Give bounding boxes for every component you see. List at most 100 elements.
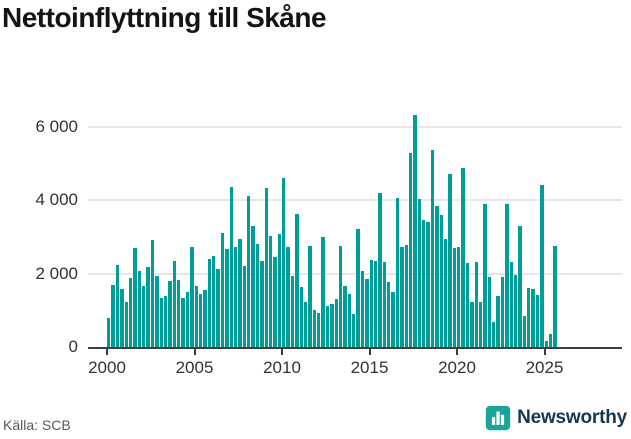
bar-2016Q3 (395, 198, 400, 347)
bar-2008Q2 (251, 226, 255, 347)
bar-2017Q3 (413, 115, 417, 347)
bar-2015Q1 (369, 260, 373, 347)
bar-2013Q1 (334, 299, 338, 347)
newsworthy-logo: Newsworthy (485, 405, 627, 431)
bar-2011Q2 (303, 302, 308, 347)
bar-2002Q4 (155, 276, 159, 347)
bar-2007Q2 (233, 247, 238, 347)
bar-2001Q2 (128, 278, 133, 347)
bar-2011Q1 (299, 287, 303, 347)
bar-2002Q1 (142, 286, 146, 347)
bar-2023Q2 (513, 275, 518, 347)
x-tick-2025 (543, 349, 546, 355)
bar-2020Q4 (470, 302, 474, 347)
bar-2012Q1 (317, 313, 321, 347)
bar-2014Q4 (365, 279, 369, 347)
bar-2011Q3 (308, 246, 312, 347)
bar-2021Q1 (474, 262, 478, 347)
bar-2019Q3 (448, 174, 452, 347)
x-tick-2015 (368, 349, 371, 355)
bar-2008Q1 (247, 196, 251, 347)
bar-2019Q4 (452, 248, 457, 347)
x-tick-2005 (193, 349, 196, 355)
bar-2003Q4 (172, 261, 177, 347)
bar-2005Q2 (198, 294, 203, 347)
bar-2003Q3 (168, 281, 172, 347)
y-axis-label: 0 (68, 337, 78, 356)
bar-2010Q2 (286, 247, 290, 347)
x-tick-2000 (106, 349, 108, 355)
bar-2016Q2 (391, 292, 395, 347)
bar-2024Q4 (540, 185, 544, 347)
x-axis-label: 2020 (438, 358, 476, 377)
bar-2004Q4 (190, 247, 194, 347)
x-axis-label: 2000 (88, 358, 126, 377)
newsworthy-logo-icon (485, 405, 511, 431)
bar-2016Q4 (400, 247, 404, 347)
bar-2022Q2 (496, 296, 500, 347)
bar-2025Q1 (544, 341, 548, 347)
bar-2003Q2 (163, 296, 168, 347)
bar-2007Q1 (229, 187, 233, 347)
bar-2019Q1 (439, 215, 443, 347)
bar-2009Q3 (273, 257, 277, 347)
x-axis-label: 2015 (350, 358, 389, 377)
bar-2004Q2 (181, 298, 185, 347)
bar-2020Q2 (461, 168, 465, 347)
x-axis-label: 2005 (175, 358, 214, 377)
bar-2008Q3 (255, 244, 260, 347)
bar-2000Q2 (111, 285, 115, 347)
bar-2003Q1 (159, 298, 163, 347)
bar-chart: 0 2 000 4 000 6 000 2000 2005 2010 2015 2020 2025 (35, 115, 622, 377)
bar-2020Q3 (465, 263, 470, 347)
bar-2024Q3 (535, 295, 540, 347)
page-title: Nettoinflyttning till Skåne (2, 2, 327, 33)
bar-2004Q1 (177, 280, 181, 347)
bar-2014Q3 (360, 271, 365, 347)
bar-2006Q4 (225, 249, 229, 347)
bar-2015Q3 (378, 193, 382, 347)
bar-2014Q2 (356, 229, 360, 347)
bar-2013Q2 (338, 246, 343, 347)
gridline-4000 (88, 199, 622, 201)
bar-2016Q1 (387, 282, 391, 347)
bar-2018Q2 (426, 222, 430, 347)
bar-2001Q4 (137, 271, 142, 347)
bar-2012Q4 (330, 304, 334, 347)
bar-2000Q4 (120, 289, 124, 347)
bar-2008Q4 (260, 261, 264, 347)
bar-2021Q3 (483, 204, 487, 347)
bar-2000Q3 (115, 265, 120, 347)
bar-2000Q1 (107, 318, 111, 347)
bar-2013Q3 (343, 286, 347, 347)
bar-2010Q4 (295, 214, 299, 347)
bar-2017Q2 (408, 153, 413, 347)
bar-2007Q4 (242, 266, 247, 347)
x-axis-label: 2010 (263, 358, 301, 377)
gridline-6000 (88, 126, 622, 128)
bar-2006Q3 (220, 233, 225, 347)
x-tick-2020 (456, 349, 458, 355)
bar-2009Q2 (268, 236, 273, 347)
bar-2001Q3 (133, 248, 137, 347)
newsworthy-wordmark: Newsworthy (517, 407, 627, 428)
bar-2017Q1 (404, 245, 408, 347)
bar-2010Q3 (290, 276, 295, 347)
bar-2006Q2 (216, 269, 220, 347)
bar-2011Q4 (312, 310, 317, 347)
bar-2017Q4 (417, 199, 422, 347)
bar-2007Q3 (238, 239, 242, 347)
bar-2022Q4 (505, 204, 509, 347)
bar-2024Q1 (527, 288, 531, 347)
bar-2002Q2 (146, 267, 150, 347)
bar-2023Q1 (509, 262, 513, 347)
bar-2002Q3 (150, 240, 155, 347)
source-label: Källa: SCB (3, 417, 71, 433)
bar-2005Q1 (194, 286, 198, 347)
bar-2025Q2 (548, 334, 553, 347)
bar-2012Q2 (321, 237, 325, 347)
gridline-2000 (88, 273, 622, 275)
bar-2009Q1 (264, 188, 268, 347)
bar-2021Q2 (478, 302, 483, 347)
x-axis-label: 2025 (525, 358, 564, 377)
